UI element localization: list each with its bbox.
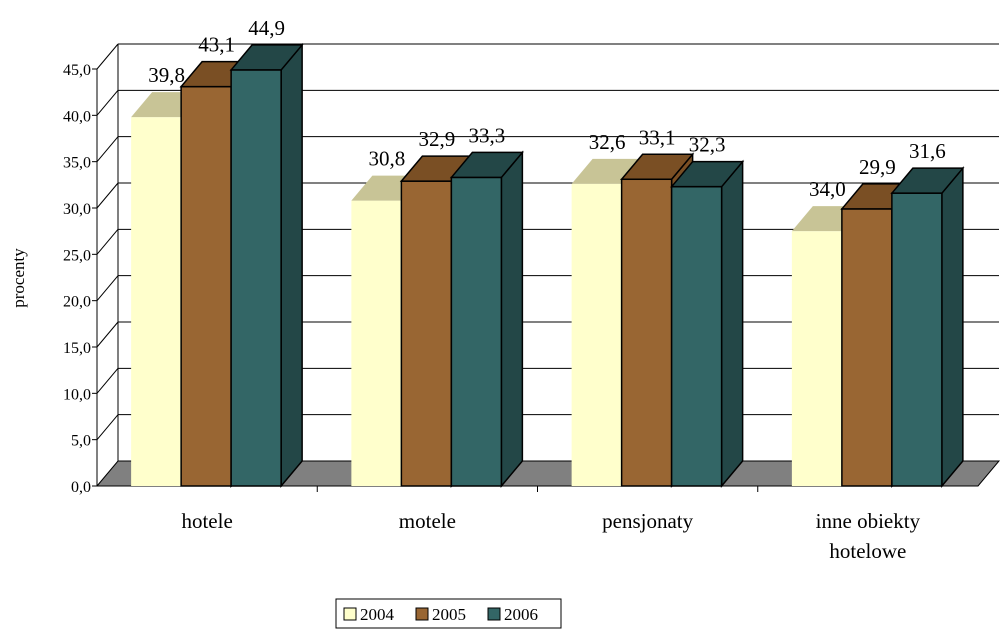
data-labels: 39,8 43,1 44,9 30,8 32,9 33,3 32,6 33,1 32,3 34,0… <box>148 16 946 201</box>
data-label: 29,9 <box>859 155 896 179</box>
data-label: 30,8 <box>369 147 406 171</box>
legend-swatch <box>415 607 429 621</box>
data-label: 32,6 <box>589 130 626 154</box>
bar-side <box>720 159 744 489</box>
bar-top <box>890 167 965 194</box>
data-label: 44,9 <box>248 16 285 40</box>
bar-top <box>229 44 304 71</box>
y-tick-label: 30,0 <box>63 201 91 218</box>
y-tick-label: 15,0 <box>63 340 91 357</box>
bar-top <box>670 160 745 188</box>
bar-side <box>941 166 964 489</box>
y-tick-label: 25,0 <box>63 247 91 264</box>
bar-side <box>280 42 303 489</box>
category-label: inne obiekty <box>816 509 921 533</box>
legend-label: 2006 <box>504 605 538 624</box>
category-label: hotele <box>181 509 232 533</box>
y-tick-label: 10,0 <box>63 386 91 403</box>
bar-front <box>841 208 893 487</box>
gridline-diagonal <box>96 136 119 162</box>
bar-front <box>180 85 232 487</box>
data-label: 33,1 <box>639 125 676 149</box>
legend-swatch <box>343 607 357 621</box>
y-tick-label: 40,0 <box>63 108 91 125</box>
y-tick-label: 45,0 <box>63 62 91 79</box>
data-label: 31,6 <box>909 139 946 163</box>
bar-front <box>670 185 723 487</box>
data-label: 43,1 <box>198 33 235 57</box>
gridline-diagonal <box>96 275 119 301</box>
bar-front <box>791 231 842 486</box>
bar-front <box>230 69 282 487</box>
bar <box>449 150 524 489</box>
legend: 2004 2005 2006 <box>335 598 562 629</box>
bar-top <box>449 151 524 179</box>
gridline-diagonal <box>96 368 119 394</box>
legend-box <box>335 598 562 629</box>
bar-side <box>500 150 524 489</box>
data-label: 34,0 <box>809 177 846 201</box>
bar-front <box>891 192 943 487</box>
category-label: motele <box>399 509 456 533</box>
gridline-diagonal <box>96 182 119 209</box>
bar-front <box>620 178 673 487</box>
gridline-diagonal <box>96 229 119 255</box>
bar-front <box>131 117 182 486</box>
gridline-diagonal <box>96 321 119 348</box>
y-tick-label: 5,0 <box>71 433 91 450</box>
bar-front <box>571 183 622 486</box>
y-axis-title: procenty <box>9 248 28 308</box>
y-tick-label: 20,0 <box>63 294 91 311</box>
legend-label: 2004 <box>360 605 395 624</box>
bar <box>670 159 745 489</box>
data-label: 39,8 <box>148 63 185 87</box>
category-labels: hotele motele pensjonaty inne obiekty hotelo… <box>181 509 920 563</box>
bar-front <box>400 180 453 487</box>
gridline-diagonal <box>96 90 119 116</box>
y-tick-label: 0,0 <box>71 479 91 496</box>
bar <box>229 42 304 489</box>
category-label: pensjonaty <box>602 509 693 533</box>
bar-front <box>351 200 402 486</box>
category-label: hotelowe <box>829 539 906 563</box>
y-tick-label: 35,0 <box>63 155 91 172</box>
gridline-diagonal <box>96 414 119 440</box>
data-label: 32,3 <box>689 133 726 157</box>
legend-label: 2005 <box>432 605 466 624</box>
legend-swatch <box>487 607 501 621</box>
bars <box>131 42 965 489</box>
data-label: 32,9 <box>419 127 456 151</box>
bar <box>890 166 965 489</box>
gridline-diagonal <box>96 43 119 70</box>
data-label: 33,3 <box>469 123 506 147</box>
bar-top <box>620 153 695 181</box>
bar-front <box>450 176 503 487</box>
